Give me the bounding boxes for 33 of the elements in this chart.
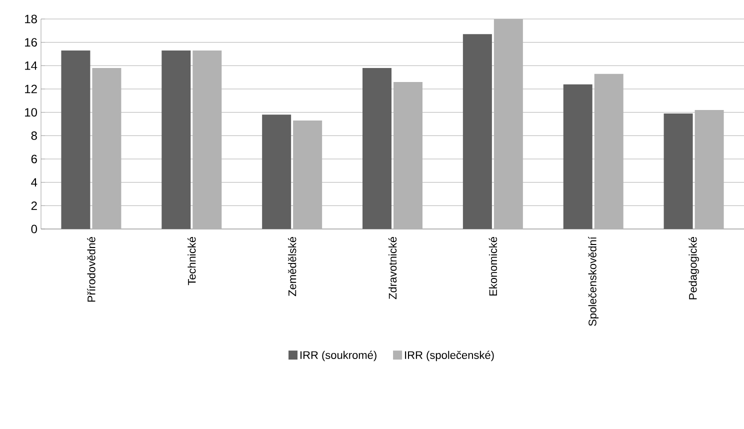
x-tick-label: Zdravotnické bbox=[388, 237, 397, 300]
bar bbox=[262, 114, 292, 229]
bar bbox=[664, 114, 693, 229]
y-tick-label: 12 bbox=[25, 84, 37, 94]
bar bbox=[462, 34, 492, 229]
bar bbox=[192, 50, 222, 229]
bar bbox=[92, 68, 122, 229]
y-tick-label: 14 bbox=[25, 62, 38, 70]
bar bbox=[293, 120, 322, 229]
bar bbox=[61, 50, 90, 229]
bar bbox=[594, 74, 624, 229]
y-tick-label: 0 bbox=[31, 224, 38, 234]
bar bbox=[362, 68, 392, 229]
y-tick-label: 10 bbox=[25, 108, 38, 117]
y-tick-label: 18 bbox=[25, 14, 37, 24]
x-tick-label: Technické bbox=[188, 237, 196, 286]
y-tick-label: 2 bbox=[31, 201, 37, 210]
y-tick-label: 6 bbox=[31, 154, 37, 164]
bar bbox=[694, 110, 724, 229]
bar bbox=[162, 50, 191, 229]
bar bbox=[563, 84, 592, 229]
x-tick-label: Zemědělské bbox=[288, 237, 296, 296]
legend-label: IRR (soukromé) bbox=[300, 350, 376, 362]
legend-label: IRR (společenské) bbox=[405, 350, 494, 362]
bar bbox=[393, 82, 422, 229]
y-tick-label: 8 bbox=[31, 131, 37, 140]
x-tick-label: Přírodovědné bbox=[87, 237, 96, 302]
y-tick-label: 4 bbox=[31, 178, 38, 186]
y-tick-label: 16 bbox=[25, 38, 37, 47]
x-tick-label: Společenskovědní bbox=[588, 236, 599, 326]
bar bbox=[494, 18, 523, 229]
x-tick-label: Pedagogické bbox=[688, 237, 699, 300]
x-tick-label: Ekonomické bbox=[488, 237, 498, 296]
